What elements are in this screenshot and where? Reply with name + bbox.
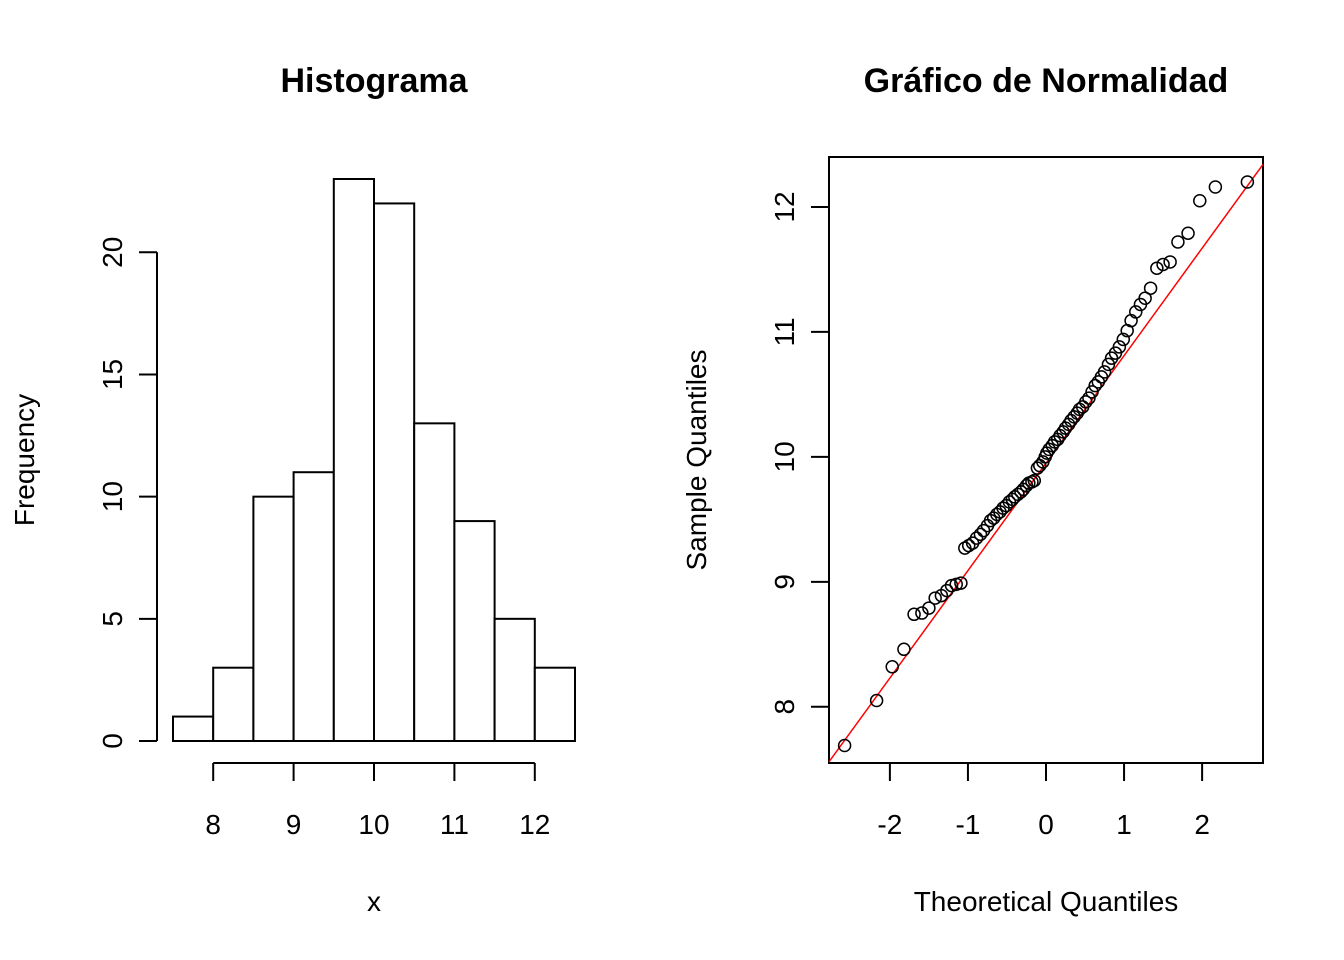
histogram-y-tick-label: 10 [97, 481, 128, 512]
histogram-x-label: x [367, 886, 381, 917]
qq-point [1171, 235, 1185, 249]
qq-point [1079, 395, 1093, 409]
qq-point [897, 642, 911, 657]
histogram-bar [413, 422, 456, 742]
qq-y-tick-label: 9 [769, 574, 800, 590]
qq-point [1240, 175, 1255, 189]
qq-point [1208, 180, 1223, 194]
qq-x-tick-label: 0 [1038, 809, 1054, 840]
qq-y-axis: 8 9 10 11 12 [769, 191, 829, 715]
qq-point [973, 527, 988, 542]
qq-x-tick-label: -1 [955, 809, 980, 840]
histogram-bar [453, 520, 496, 743]
qq-x-tick-label: 1 [1116, 809, 1132, 840]
histogram-x-tick-label: 8 [205, 809, 221, 840]
histogram-bars [172, 178, 576, 743]
qq-point [1143, 281, 1158, 295]
qq-point [907, 607, 921, 622]
qq-point [1085, 385, 1099, 399]
qq-point [1163, 255, 1177, 269]
histogram-bar [252, 495, 295, 742]
qq-point [837, 738, 852, 753]
histogram-y-tick-label: 0 [97, 733, 128, 749]
qq-x-axis: -2 -1 0 1 2 [877, 763, 1210, 840]
histogram-panel: Histograma 0 5 10 15 20 8 9 10 11 12 x Frequency [9, 62, 576, 917]
histogram-x-tick-label: 9 [286, 809, 302, 840]
histogram-bar [212, 666, 255, 743]
qq-point [922, 601, 936, 615]
qq-point [928, 591, 942, 605]
qq-point [1129, 305, 1143, 319]
histogram-y-tick-label: 15 [97, 359, 128, 390]
histogram-y-tick-label: 20 [97, 237, 128, 268]
histogram-bar [292, 471, 335, 742]
histogram-y-axis: 0 5 10 15 20 [97, 237, 158, 749]
qq-y-tick-label: 11 [769, 317, 800, 346]
histogram-x-tick-label: 12 [519, 809, 550, 840]
histogram-x-axis: 8 9 10 11 12 [205, 762, 550, 840]
qq-point [954, 576, 968, 590]
qq-point [969, 531, 984, 545]
qq-point [1193, 193, 1207, 208]
qq-point [869, 693, 884, 708]
histogram-bar [332, 178, 375, 742]
qq-point [961, 538, 976, 553]
histogram-bar [533, 666, 576, 743]
histogram-bar [373, 202, 416, 743]
histogram-x-tick-label: 11 [440, 809, 469, 840]
qq-x-tick-label: 2 [1194, 809, 1210, 840]
qq-x-label: Theoretical Quantiles [914, 886, 1179, 917]
histogram-y-label: Frequency [9, 394, 40, 526]
qq-y-tick-label: 12 [769, 191, 800, 222]
histogram-bar [493, 617, 536, 743]
qq-point [885, 660, 899, 674]
qq-point [1088, 378, 1102, 393]
qq-plot-title: Gráfico de Normalidad [864, 62, 1229, 100]
qq-point [1156, 257, 1170, 272]
qq-x-tick-label: -2 [877, 809, 902, 840]
histogram-x-tick-label: 10 [358, 809, 389, 840]
qq-point [1082, 391, 1096, 405]
qq-y-label: Sample Quantiles [681, 349, 712, 570]
qq-y-tick-label: 8 [769, 699, 800, 715]
qq-point [1112, 340, 1127, 354]
qq-points [837, 175, 1255, 753]
qq-point [1101, 357, 1116, 372]
qq-point [1027, 473, 1042, 488]
qq-point [1097, 365, 1112, 379]
qq-point [915, 606, 929, 620]
histogram-title: Histograma [280, 62, 468, 100]
qq-y-tick-label: 10 [769, 441, 800, 472]
histogram-y-tick-label: 5 [97, 611, 128, 627]
qq-point [1138, 291, 1152, 305]
qq-point [1181, 226, 1195, 240]
qq-point [940, 583, 954, 598]
qq-point [1116, 332, 1131, 347]
histogram-bar [172, 715, 215, 743]
